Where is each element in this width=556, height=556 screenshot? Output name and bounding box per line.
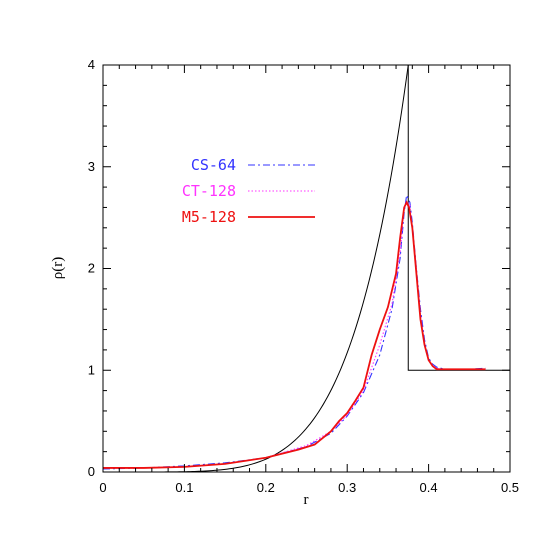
x-tick-label: 0 (99, 480, 106, 495)
x-tick-label: 0.1 (175, 480, 193, 495)
reference-step (407, 65, 510, 371)
reference-curve (103, 65, 409, 472)
plot-area (103, 65, 510, 472)
series-line-1 (103, 200, 486, 469)
legend-label-1: CT-128 (182, 182, 236, 200)
legend-label-2: M5-128 (182, 208, 236, 226)
y-tick-label: 2 (88, 261, 95, 276)
y-tick-label: 3 (88, 159, 95, 174)
y-tick-label: 4 (88, 57, 95, 72)
series-line-0 (103, 193, 486, 470)
x-tick-label: 0.4 (420, 480, 438, 495)
x-axis-label: r (304, 492, 309, 508)
y-tick-label: 0 (88, 464, 95, 479)
legend: CS-64 CT-128 M5-128 (182, 156, 315, 226)
y-tick-label: 1 (88, 362, 95, 377)
x-tick-label: 0.5 (501, 480, 519, 495)
x-tick-label: 0.3 (338, 480, 356, 495)
axes: 0 0.1 0.2 0.3 0.4 0.5 0 1 2 3 4 (88, 57, 519, 495)
y-axis-label: ρ(r) (50, 257, 66, 279)
plot-frame (102, 64, 511, 473)
series-line-2 (103, 200, 486, 469)
legend-label-0: CS-64 (191, 156, 236, 174)
plot-marks (103, 65, 510, 472)
x-tick-label: 0.2 (257, 480, 275, 495)
